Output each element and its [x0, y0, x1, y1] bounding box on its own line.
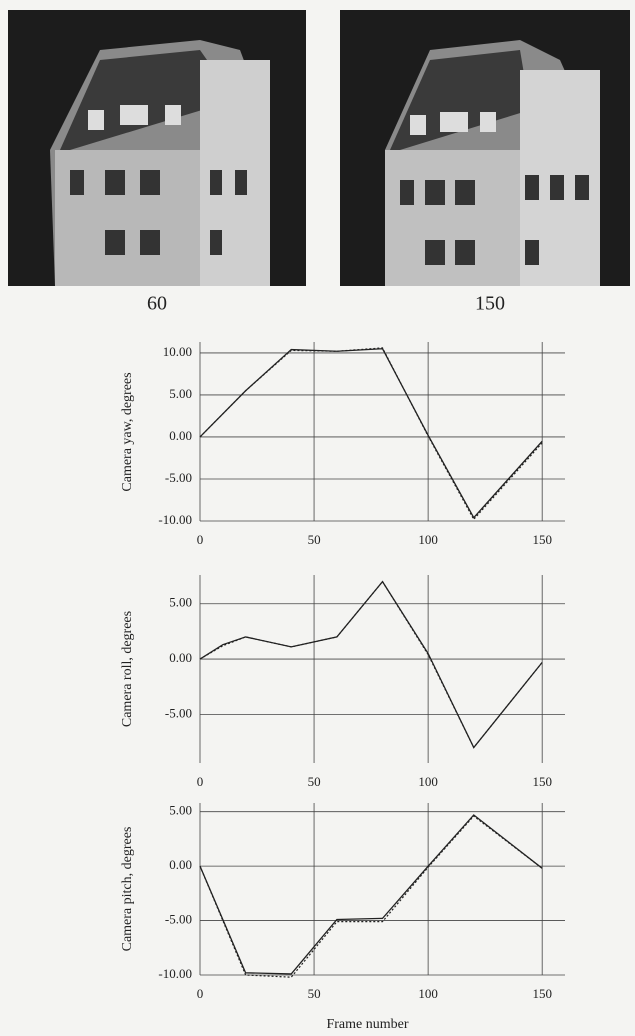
photo-label: 150 — [475, 293, 505, 315]
photo-label: 60 — [147, 293, 167, 315]
x-tick-label: 150 — [532, 986, 552, 1001]
line-series — [200, 349, 542, 518]
x-tick-label: 100 — [418, 986, 438, 1001]
y-axis-label: Camera roll, degrees — [120, 599, 136, 739]
x-tick-label: 0 — [197, 986, 204, 1001]
line-series — [200, 816, 542, 977]
y-tick-label: -5.00 — [165, 470, 192, 485]
y-tick-label: -5.00 — [165, 705, 192, 720]
y-tick-label: 5.00 — [169, 803, 192, 818]
photo-60 — [8, 10, 306, 286]
y-tick-label: -5.00 — [165, 912, 192, 927]
y-axis-label: Camera pitch, degrees — [120, 819, 136, 959]
photo-150 — [340, 10, 630, 286]
line-series — [200, 348, 542, 519]
x-tick-label: 150 — [532, 532, 552, 547]
x-tick-label: 0 — [197, 774, 204, 789]
line-series — [200, 815, 542, 974]
x-tick-label: 50 — [308, 532, 321, 547]
y-tick-label: 0.00 — [169, 428, 192, 443]
y-tick-label: 0.00 — [169, 650, 192, 665]
y-tick-label: 10.00 — [163, 344, 192, 359]
line-series — [200, 582, 542, 748]
x-axis-label: Frame number — [326, 1017, 408, 1032]
x-tick-label: 100 — [418, 532, 438, 547]
x-tick-label: 50 — [308, 774, 321, 789]
line-series — [200, 582, 542, 748]
y-tick-label: 0.00 — [169, 857, 192, 872]
x-tick-label: 150 — [532, 774, 552, 789]
y-tick-label: -10.00 — [158, 966, 192, 981]
x-tick-label: 0 — [197, 532, 204, 547]
x-tick-label: 100 — [418, 774, 438, 789]
y-tick-label: 5.00 — [169, 386, 192, 401]
x-tick-label: 50 — [308, 986, 321, 1001]
y-axis-label: Camera yaw, degrees — [120, 362, 136, 502]
y-tick-label: 5.00 — [169, 595, 192, 610]
page: 60 150 -10.00 -5.00 0.00 5.00 10.00 0 50 100 150… — [0, 0, 635, 1036]
y-tick-label: -10.00 — [158, 512, 192, 527]
figure: 60 150 -10.00 -5.00 0.00 5.00 10.00 0 50 100 150… — [0, 0, 635, 1036]
